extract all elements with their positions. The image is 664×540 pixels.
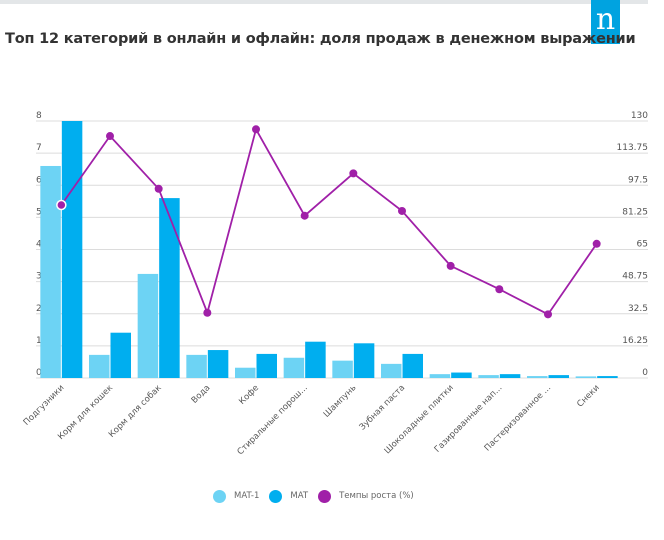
y2-tick-label: 65 (637, 240, 648, 250)
legend-label-mat1: MAT-1 (234, 491, 260, 501)
growth-point (56, 199, 67, 211)
y-tick-label: 4 (36, 240, 42, 250)
bar-mat (402, 353, 423, 378)
bar-mat (110, 332, 131, 378)
x-tick-label: Корм для собак (107, 383, 164, 440)
y-tick-label: 1 (36, 336, 42, 346)
growth-point (592, 239, 601, 248)
growth-point (252, 125, 260, 134)
growth-point (495, 285, 504, 294)
bar-mat1 (89, 354, 110, 378)
y2-tick-label: 113.75 (617, 143, 649, 153)
growth-point (349, 169, 358, 178)
legend: MAT-1 MAT Темпы роста (%) (213, 488, 424, 504)
y2-tick-label: 97.5 (628, 175, 648, 185)
y-tick-label: 3 (36, 272, 42, 282)
y-tick-label: 8 (36, 111, 42, 121)
bar-mat (597, 376, 618, 378)
growth-point (544, 310, 552, 319)
y-tick-label: 0 (36, 368, 42, 378)
growth-point (106, 132, 114, 141)
bar-mat1 (527, 376, 548, 378)
bar-mat1 (40, 165, 61, 378)
x-tick-label: Кофе (237, 383, 261, 407)
bar-mat1 (283, 357, 305, 378)
chart-title: Топ 12 категорий в онлайн и офлайн: доля… (5, 31, 636, 47)
legend-item-mat[interactable]: MAT (269, 489, 309, 503)
growth-point (398, 206, 406, 215)
growth-point (154, 184, 163, 193)
bar-mat1 (332, 360, 353, 378)
x-tick-label: Шампунь (322, 383, 359, 420)
legend-item-growth[interactable]: Темпы роста (%) (318, 489, 414, 503)
bar-mat (256, 353, 277, 378)
bar-mat (305, 341, 326, 378)
top-border (0, 0, 648, 4)
y2-tick-label: 130 (631, 111, 648, 121)
y2-tick-label: 0 (642, 368, 648, 378)
bar-mat (548, 375, 569, 378)
growth-line-path (60, 126, 598, 316)
y2-tick-label: 32.5 (628, 304, 648, 314)
legend-swatch-growth (318, 489, 332, 503)
x-tick-label: Подгузники (22, 383, 67, 428)
bar-mat1 (186, 354, 207, 378)
bar-mat1 (137, 273, 159, 378)
growth-line (56, 125, 601, 319)
bar-mat (159, 198, 180, 378)
legend-swatch-mat1 (213, 489, 226, 503)
growth-point (446, 261, 455, 270)
x-tick-label: Снеки (575, 383, 601, 409)
nielsen-logo-icon: n (591, 0, 620, 44)
legend-label-mat: MAT (290, 491, 309, 501)
bar-mat1 (381, 363, 402, 378)
legend-label-growth: Темпы роста (%) (339, 491, 414, 501)
y-tick-label: 6 (36, 175, 42, 185)
bar-mat1 (478, 375, 499, 378)
y-axis-right: 0 16.25 32.5 48.75 65 81.25 97.5 113.75 130 (617, 111, 649, 378)
y-tick-label: 2 (36, 304, 42, 314)
bar-mat1 (429, 374, 451, 378)
x-tick-label: Зубная паста (358, 383, 407, 432)
y-tick-label: 7 (36, 143, 42, 153)
bar-mat (61, 121, 83, 378)
bars (40, 121, 618, 378)
growth-point (203, 308, 212, 317)
legend-item-mat1[interactable]: MAT-1 (213, 489, 260, 503)
y2-tick-label: 48.75 (622, 272, 648, 282)
bar-mat1 (235, 367, 256, 378)
y-axis-left: 0 1 2 3 4 5 6 7 8 (36, 111, 42, 378)
bar-mat (207, 350, 229, 378)
y-tick-label: 5 (36, 207, 42, 217)
y2-tick-label: 81.25 (622, 207, 648, 217)
y2-tick-label: 16.25 (622, 336, 648, 346)
bar-mat1 (575, 376, 597, 378)
bar-mat (499, 374, 521, 378)
legend-swatch-mat (269, 489, 283, 503)
bar-mat (353, 343, 375, 378)
bar-mat (451, 372, 472, 378)
growth-point (300, 211, 309, 220)
x-tick-label: Вода (190, 383, 213, 406)
